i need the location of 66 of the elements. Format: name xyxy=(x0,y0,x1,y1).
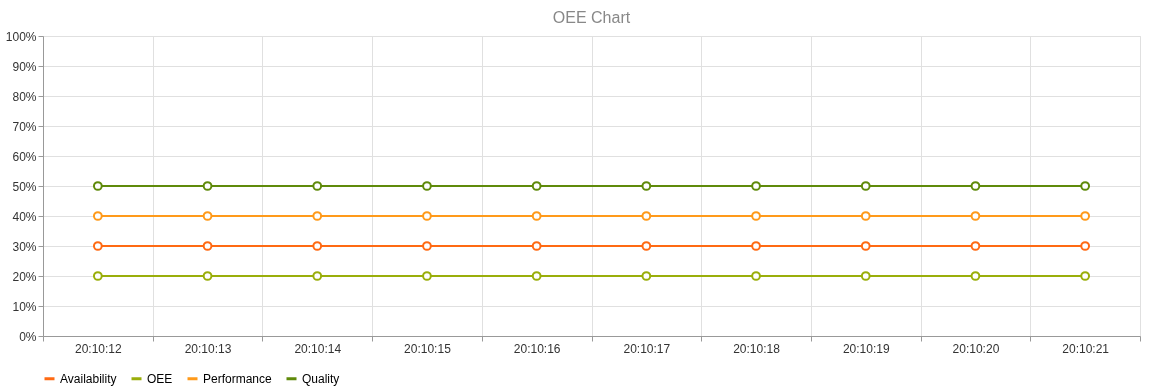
y-tick-label: 70% xyxy=(12,119,37,134)
point xyxy=(970,271,981,281)
x-tick-label: 20:10:13 xyxy=(184,341,232,356)
point xyxy=(312,211,323,221)
y-tick-label: 0% xyxy=(19,329,37,344)
point xyxy=(422,271,432,281)
x-tick-label: 20:10:19 xyxy=(842,341,890,356)
y-tick-label: 20% xyxy=(12,269,37,284)
legend-label: OEE xyxy=(147,371,173,386)
y-tick-label: 100% xyxy=(5,29,37,44)
x-tick-label: 20:10:16 xyxy=(513,341,561,356)
point xyxy=(751,241,761,251)
point xyxy=(751,211,761,221)
point xyxy=(422,241,432,251)
point xyxy=(1080,181,1091,191)
legend-label: Quality xyxy=(302,371,340,386)
point xyxy=(641,181,652,191)
point xyxy=(860,211,871,221)
point xyxy=(1080,241,1091,251)
x-tick-label: 20:10:17 xyxy=(623,341,671,356)
point xyxy=(751,181,761,191)
point xyxy=(422,181,432,191)
y-tick-label: 40% xyxy=(12,209,37,224)
point xyxy=(860,271,871,281)
point xyxy=(970,181,981,191)
point xyxy=(202,211,213,221)
y-tick-label: 10% xyxy=(12,299,37,314)
point xyxy=(860,181,871,191)
point xyxy=(531,241,542,251)
point xyxy=(751,271,761,281)
point xyxy=(312,241,323,251)
point xyxy=(202,181,213,191)
x-tick-label: 20:10:21 xyxy=(1062,341,1110,356)
x-tick-label: 20:10:14 xyxy=(294,341,342,356)
x-tick-label: 20:10:20 xyxy=(952,341,1000,356)
legend-label: Performance xyxy=(203,371,273,386)
legend-label: Availability xyxy=(60,371,117,386)
point xyxy=(970,241,981,251)
point xyxy=(531,271,542,281)
y-tick-label: 50% xyxy=(12,179,37,194)
y-tick-label: 30% xyxy=(12,239,37,254)
point xyxy=(531,211,542,221)
point xyxy=(422,211,432,221)
point xyxy=(202,241,213,251)
point xyxy=(970,211,981,221)
y-tick-label: 90% xyxy=(12,59,37,74)
point xyxy=(641,241,652,251)
point xyxy=(531,181,542,191)
y-tick-label: 80% xyxy=(12,89,37,104)
point xyxy=(92,211,103,221)
point xyxy=(641,211,652,221)
point xyxy=(860,241,871,251)
x-tick-label: 20:10:12 xyxy=(74,341,123,356)
y-tick-label: 60% xyxy=(12,149,37,164)
point xyxy=(641,271,652,281)
point xyxy=(202,271,213,281)
point xyxy=(92,241,103,251)
x-tick-label: 20:10:15 xyxy=(404,341,452,356)
point xyxy=(92,271,103,281)
chart-title: OEE Chart xyxy=(552,9,631,26)
point xyxy=(92,181,103,191)
point xyxy=(1080,211,1091,221)
point xyxy=(312,181,323,191)
x-tick-label: 20:10:18 xyxy=(733,341,781,356)
point xyxy=(1080,271,1091,281)
point xyxy=(312,271,323,281)
